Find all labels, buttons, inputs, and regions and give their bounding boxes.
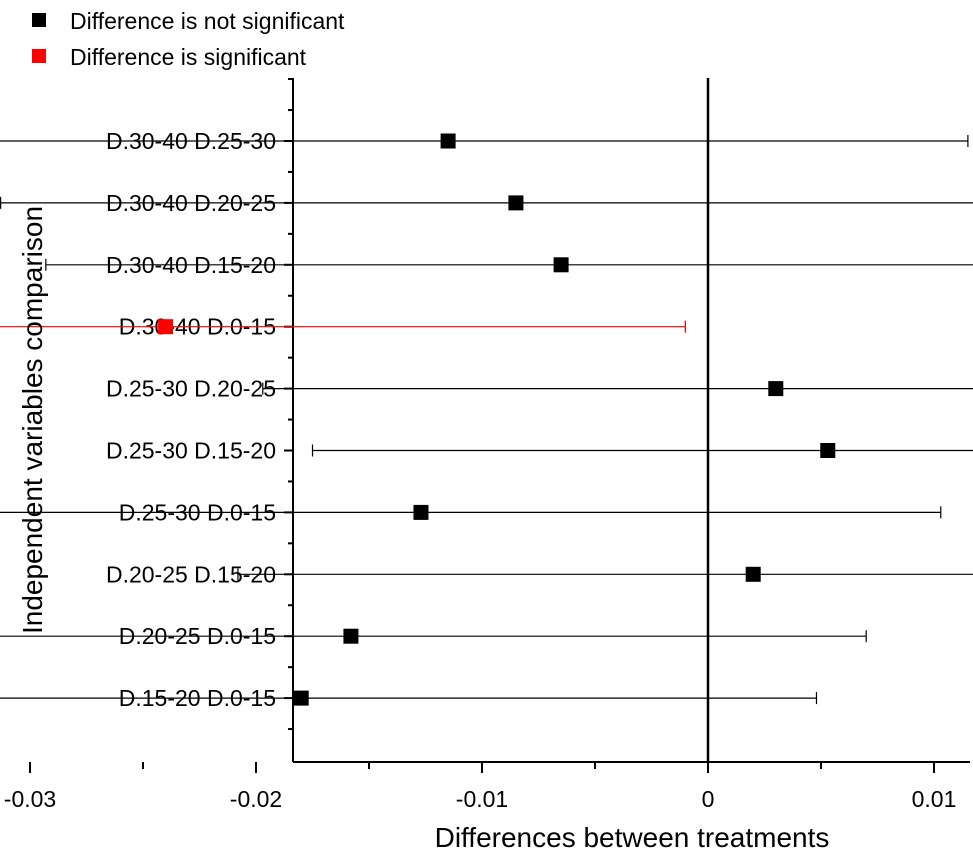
- y-category-label: D.25-30 D.20-25: [106, 376, 276, 402]
- legend-label-significant: Difference is significant: [70, 44, 307, 70]
- point-marker: [413, 504, 429, 520]
- x-tick-label: 0.01: [912, 786, 957, 812]
- point-marker: [508, 195, 524, 211]
- point-marker: [745, 566, 761, 582]
- y-category-label: D.25-30 D.15-20: [106, 438, 276, 464]
- x-tick-label: 0: [702, 786, 715, 812]
- point-marker: [293, 690, 309, 706]
- point-marker: [768, 381, 784, 397]
- legend-marker-significant: [32, 49, 46, 63]
- x-axis-title: Differences between treatments: [435, 822, 830, 853]
- legend-marker-not-significant: [32, 13, 46, 27]
- point-marker: [343, 628, 359, 644]
- legend-label-not-significant: Difference is not significant: [70, 8, 345, 34]
- x-tick-label: -0.03: [4, 786, 56, 812]
- y-ticks: D.30-40 D.25-30D.30-40 D.20-25D.30-40 D.…: [106, 78, 293, 731]
- point-marker: [820, 443, 836, 458]
- x-tick-label: -0.02: [230, 786, 282, 812]
- plot-marks: [0, 133, 973, 706]
- point-marker: [553, 257, 569, 273]
- point-marker: [158, 319, 174, 335]
- legend: Difference is not significant Difference…: [32, 8, 345, 70]
- point-marker: [440, 133, 456, 149]
- y-axis-title: Independent variables comparison: [17, 206, 48, 634]
- x-tick-label: -0.01: [456, 786, 508, 812]
